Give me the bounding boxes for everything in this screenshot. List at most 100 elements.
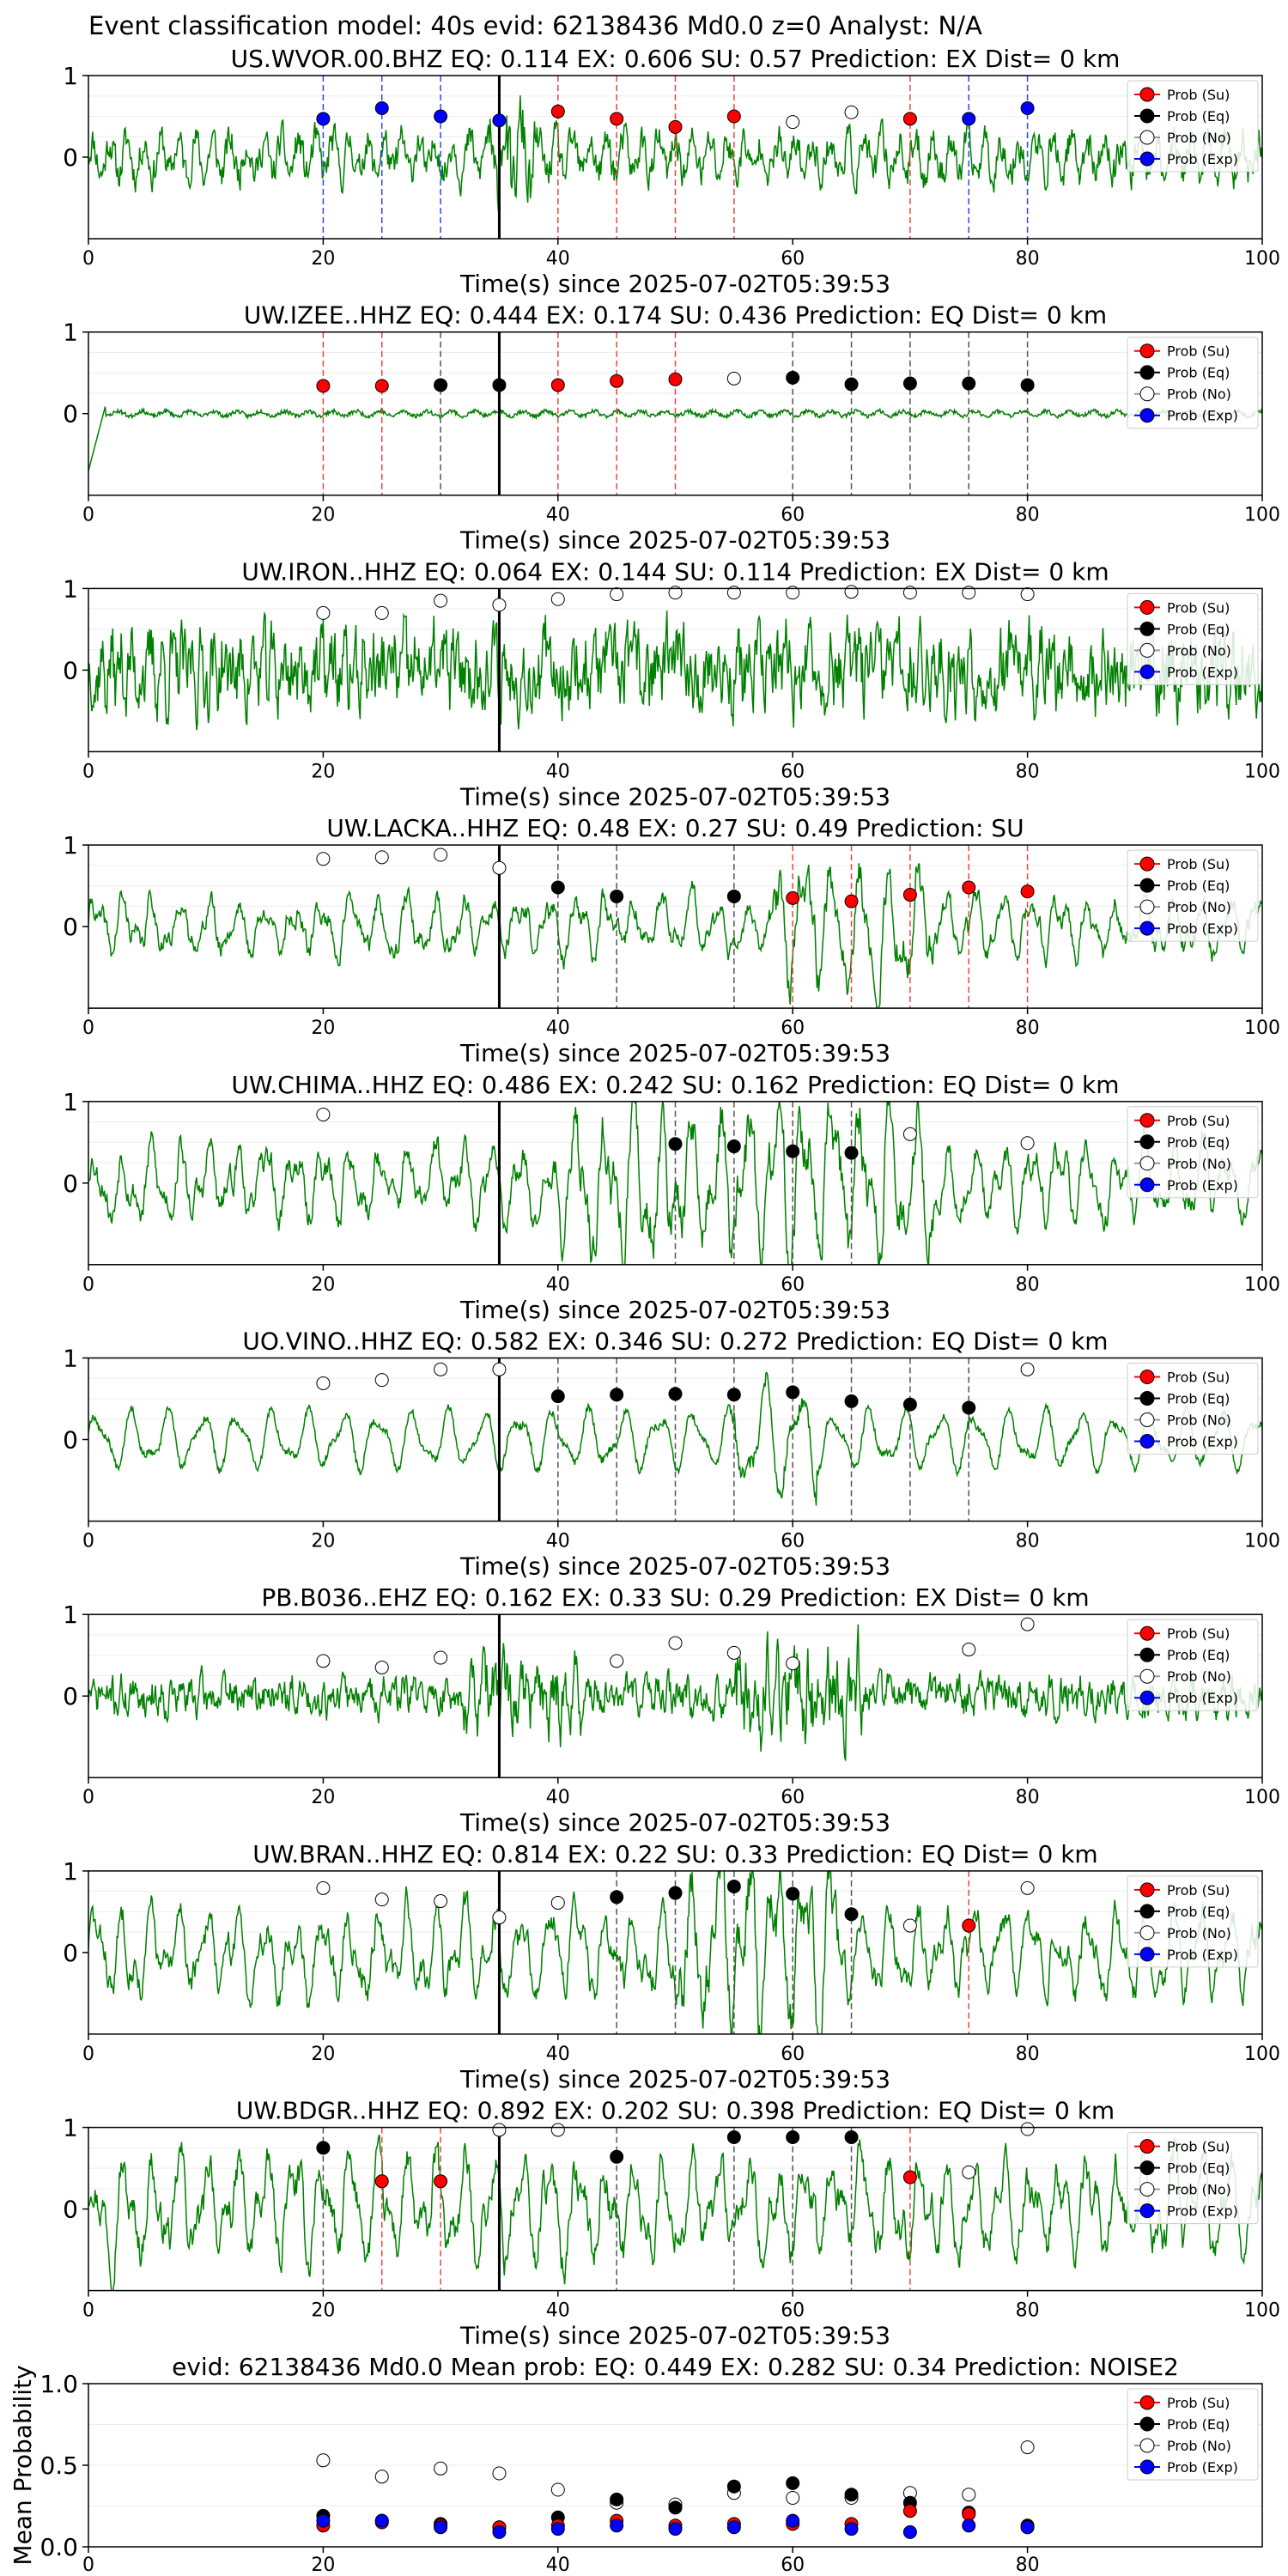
y-tick-label: 0 [63, 2196, 78, 2224]
legend-marker [1139, 2416, 1155, 2432]
probability-point-no [374, 605, 389, 620]
probability-point-no [786, 586, 800, 600]
probability-point-eq [610, 2149, 624, 2164]
probability-point-eq [844, 1394, 859, 1408]
panel-title: UW.IZEE..HHZ EQ: 0.444 EX: 0.174 SU: 0.4… [244, 301, 1107, 330]
mean-point-eq [610, 2492, 624, 2506]
legend-label: Prob (Eq) [1167, 2160, 1230, 2177]
probability-point-eq [668, 1137, 683, 1151]
probability-point-no [726, 371, 741, 386]
probability-point-eq [1020, 378, 1035, 392]
mean-point-exp [844, 2522, 859, 2537]
probability-point-eq [610, 1388, 624, 1402]
x-axis-label: Time(s) since 2025-07-02T05:39:53 [459, 2065, 890, 2093]
legend-marker [1139, 108, 1155, 124]
x-axis-label: Time(s) since 2025-07-02T05:39:53 [459, 1808, 890, 1837]
probability-point-eq [902, 376, 917, 391]
legend-marker [1139, 664, 1155, 679]
legend-label: Prob (Eq) [1167, 1134, 1230, 1151]
x-tick-label: 80 [1016, 248, 1040, 270]
x-tick-label: 20 [311, 2044, 335, 2065]
probability-point-exp [316, 112, 331, 126]
probability-point-exp [374, 101, 389, 115]
y-tick-label: 0.5 [39, 2451, 78, 2480]
probability-point-no [492, 1362, 507, 1376]
mean-point-no [1020, 2440, 1035, 2455]
legend-marker [1139, 1625, 1155, 1641]
y-tick-label: 0 [63, 1170, 78, 1198]
legend-label: Prob (Su) [1167, 599, 1230, 616]
legend-marker [1139, 2182, 1155, 2197]
probability-point-su [610, 374, 624, 388]
y-tick-label: 0 [63, 1939, 78, 1967]
mean-point-eq [726, 2479, 741, 2494]
probability-point-no [610, 1654, 624, 1668]
x-tick-label: 40 [546, 2044, 570, 2065]
axes-frame [88, 2126, 1263, 2292]
probability-point-no [786, 1656, 800, 1671]
legend-marker [1139, 1690, 1155, 1705]
probability-point-su [434, 2174, 448, 2189]
legend-marker [1139, 1947, 1155, 1962]
mean-point-exp [316, 2513, 331, 2528]
x-tick-label: 60 [781, 1531, 805, 1552]
legend-label: Prob (Exp) [1167, 920, 1238, 937]
station-panel-7: PB.B036..EHZ EQ: 0.162 EX: 0.33 SU: 0.29… [63, 1583, 1280, 1837]
probability-point-eq [492, 378, 507, 392]
waveform-trace [88, 2134, 1262, 2291]
probability-point-eq [786, 370, 800, 385]
x-tick-label: 80 [1016, 1018, 1040, 1039]
y-tick-label: 1 [63, 1601, 78, 1629]
x-tick-label: 0 [82, 2555, 94, 2576]
probability-point-no [434, 1362, 448, 1376]
probability-point-no [962, 2165, 976, 2179]
legend-label: Prob (Eq) [1167, 2416, 1230, 2433]
probability-point-su [668, 372, 683, 386]
legend-label: Prob (Exp) [1167, 1690, 1238, 1706]
x-tick-label: 80 [1016, 505, 1040, 526]
probability-point-eq [786, 1886, 800, 1901]
mean-point-no [492, 2466, 507, 2481]
legend-box [1127, 2388, 1259, 2481]
probability-point-no [1020, 1880, 1035, 1895]
y-tick-label: 0 [63, 656, 78, 684]
probability-point-no [962, 1643, 976, 1657]
x-tick-label: 0 [82, 2300, 94, 2322]
probability-point-no [492, 598, 507, 612]
probability-point-no [844, 585, 859, 599]
station-panel-1: US.WVOR.00.BHZ EQ: 0.114 EX: 0.606 SU: 0… [63, 45, 1280, 298]
x-tick-label: 60 [781, 505, 805, 526]
legend-marker [1139, 1413, 1155, 1427]
y-tick-label: 1 [63, 319, 78, 347]
probability-point-su [550, 378, 565, 392]
probability-point-no [1020, 1362, 1035, 1376]
legend-marker [1139, 1668, 1155, 1684]
legend-marker [1139, 1134, 1155, 1150]
legend-marker [1139, 1370, 1155, 1384]
probability-point-no [492, 860, 507, 875]
waveform-trace [88, 863, 1262, 1009]
legend-label: Prob (No) [1167, 130, 1231, 146]
probability-point-no [726, 1645, 741, 1660]
x-tick-label: 80 [1016, 1531, 1040, 1552]
legend-marker [1139, 386, 1155, 402]
x-tick-label: 40 [546, 761, 570, 782]
mean-point-exp [1020, 2520, 1035, 2535]
legend-marker [1139, 1904, 1155, 1919]
probability-point-su [902, 112, 917, 126]
mean-y-axis-label: Mean Probability [9, 2365, 37, 2565]
y-tick-label: 0 [63, 400, 78, 428]
mean-point-eq [668, 2500, 683, 2515]
legend-label: Prob (No) [1167, 642, 1231, 659]
x-tick-label: 20 [311, 505, 335, 526]
probability-point-no [434, 1894, 448, 1909]
probability-point-no [492, 2123, 507, 2137]
x-tick-label: 20 [311, 248, 335, 270]
x-tick-label: 80 [1016, 2044, 1040, 2065]
probability-point-no [902, 1127, 917, 1141]
probability-point-no [786, 115, 800, 130]
probability-point-su [374, 2174, 389, 2189]
legend-label: Prob (Su) [1167, 2139, 1230, 2155]
legend-label: Prob (No) [1167, 2182, 1231, 2198]
